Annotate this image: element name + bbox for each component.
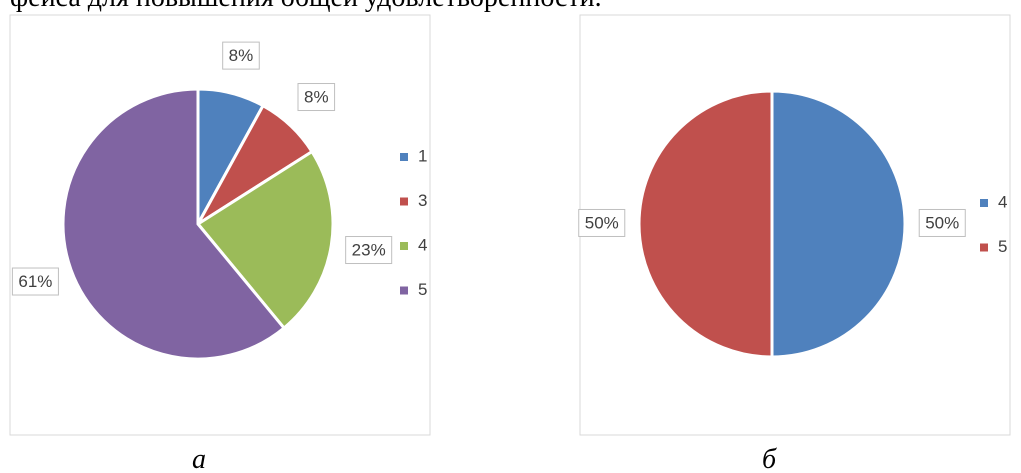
data-label-box <box>222 41 260 70</box>
pie-slice <box>637 89 774 359</box>
data-label-box <box>297 83 336 112</box>
legend-swatch <box>400 242 408 250</box>
legend-label: 4 <box>998 192 1007 211</box>
pie-slice <box>770 89 907 359</box>
data-label: 23% <box>352 241 386 260</box>
legend-label: 5 <box>998 237 1007 256</box>
legend-swatch <box>400 197 408 206</box>
legend-swatch <box>400 286 408 295</box>
data-label: 61% <box>18 272 52 291</box>
legend-label: 4 <box>418 235 427 254</box>
data-label: 50% <box>585 213 619 232</box>
data-label-box <box>918 208 966 237</box>
pie-slice <box>195 149 335 331</box>
data-label-box <box>11 267 59 296</box>
legend-swatch <box>980 199 988 207</box>
legend-label: 3 <box>418 191 427 210</box>
legend-label: 5 <box>418 280 427 299</box>
data-label: 50% <box>925 213 959 232</box>
legend-swatch <box>400 153 408 161</box>
pie-slice <box>61 87 287 361</box>
data-label: 8% <box>229 46 254 65</box>
legend-swatch <box>980 243 988 252</box>
caption: б <box>762 444 777 473</box>
legend-label: 1 <box>418 146 427 165</box>
data-label-box <box>578 208 626 237</box>
data-label-box <box>345 236 393 265</box>
caption: а <box>192 444 206 473</box>
chart-frame <box>9 14 431 436</box>
data-label: 8% <box>304 88 329 107</box>
header-text: фейса для повышения общей удовлетворенно… <box>10 0 602 13</box>
